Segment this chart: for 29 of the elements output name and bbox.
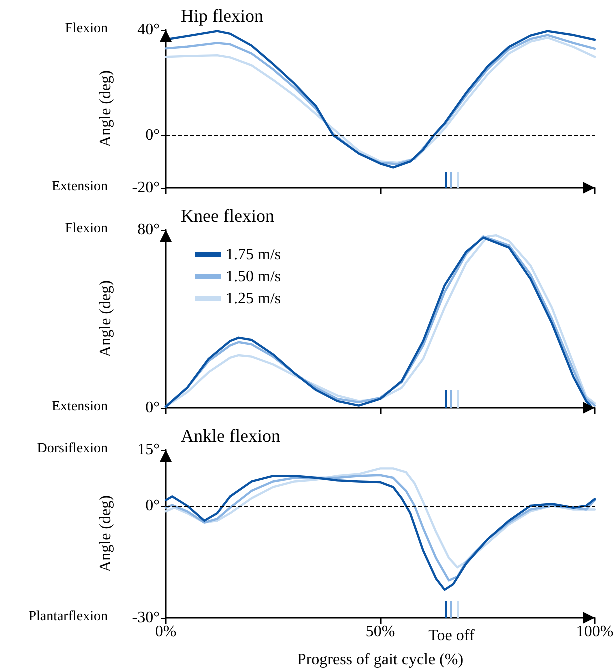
y-tick-label: -20° — [132, 180, 160, 196]
y-tick-label: 40° — [138, 22, 160, 38]
x-tick-label: 0% — [155, 624, 177, 640]
y-axis-title: Angle (deg) — [98, 496, 114, 572]
y-tick-label: 80° — [138, 222, 160, 238]
y-tick-label: 0° — [146, 126, 160, 144]
chart-title: Knee flexion — [181, 206, 274, 226]
y-tick-label: 15° — [138, 442, 160, 458]
legend-label: 1.75 m/s — [226, 246, 282, 264]
x-axis-title: Progress of gait cycle (%) — [297, 652, 464, 668]
y-tick-label: -30° — [132, 610, 160, 626]
y-axis-title: Angle (deg) — [98, 280, 114, 358]
y-tick-label: 0° — [146, 498, 160, 514]
text: Plantarflexion — [28, 610, 108, 624]
legend-label: 1.25 m/s — [226, 290, 282, 308]
y-tick-label: 0° — [146, 400, 160, 416]
text: Toe off — [428, 628, 476, 644]
x-tick-label: 50% — [366, 624, 396, 640]
chart-title: Ankle flexion — [181, 426, 280, 446]
text: Extension — [52, 180, 108, 194]
legend-label: 1.50 m/s — [226, 268, 282, 286]
line-series — [164, 468, 596, 569]
text: Dorsiflexion — [37, 442, 108, 456]
text: Extension — [52, 400, 108, 414]
x-tick-label: 100% — [576, 624, 614, 640]
text: Flexion — [65, 222, 108, 236]
text: Flexion — [65, 22, 108, 36]
y-axis-title: Angle (deg) — [98, 70, 114, 148]
chart-title: Hip flexion — [181, 6, 264, 26]
